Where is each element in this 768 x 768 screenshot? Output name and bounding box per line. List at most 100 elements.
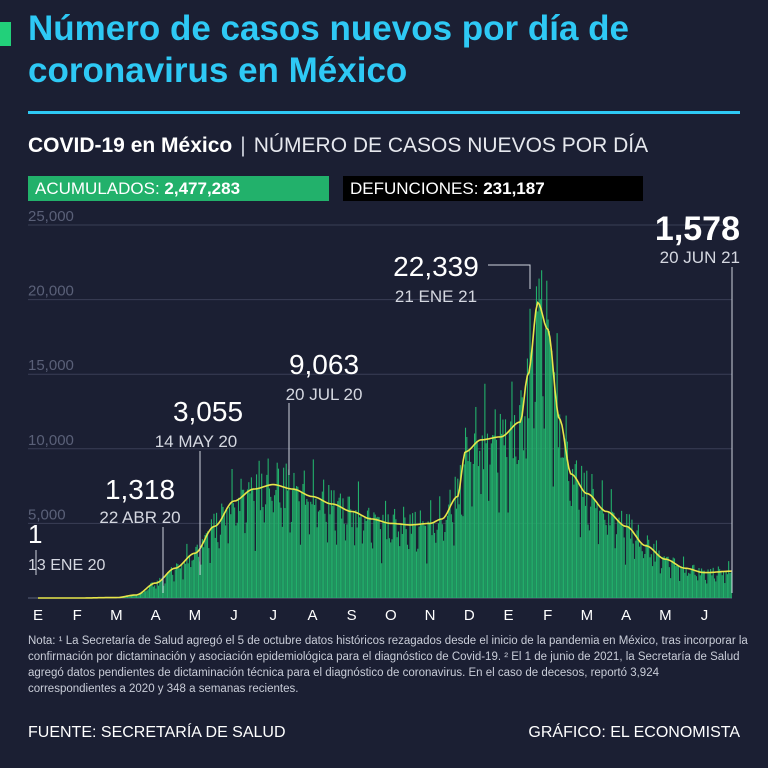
daily-bar (615, 534, 617, 598)
callout-date: 14 MAY 20 (155, 432, 238, 451)
daily-bar (591, 473, 593, 598)
daily-bar (626, 513, 628, 598)
daily-bar (476, 442, 478, 598)
daily-bar (363, 530, 365, 598)
callout-value: 22,339 (393, 251, 479, 282)
daily-bar (673, 558, 676, 598)
daily-bar (493, 435, 495, 598)
daily-bar (378, 517, 380, 598)
daily-bar (195, 546, 197, 598)
daily-bar (330, 490, 332, 598)
daily-bars (103, 270, 732, 598)
daily-bar (183, 562, 185, 598)
daily-bar (642, 558, 645, 598)
daily-bar (130, 595, 132, 598)
daily-bar (244, 533, 246, 598)
daily-bar (276, 462, 278, 598)
daily-bar (186, 543, 188, 598)
daily-bar (532, 340, 534, 598)
daily-bar (584, 505, 587, 598)
daily-bar (172, 574, 174, 598)
subtitle-bold: COVID-19 en México (28, 134, 233, 157)
daily-bar (192, 559, 194, 598)
daily-bar (325, 521, 327, 598)
daily-bar (428, 522, 430, 598)
daily-bar (151, 582, 153, 598)
x-tick-label: J (270, 607, 278, 624)
daily-bar (228, 507, 231, 598)
daily-bar (316, 527, 318, 598)
daily-bar (339, 493, 341, 598)
daily-bar (501, 433, 503, 598)
daily-bar (127, 596, 129, 598)
y-tick-label: 25,000 (28, 208, 74, 225)
x-tick-label: A (621, 607, 631, 624)
daily-bar (222, 506, 224, 598)
daily-bar (334, 530, 336, 598)
daily-bar (725, 571, 727, 598)
daily-bar (146, 590, 148, 598)
x-tick-label: F (543, 607, 552, 624)
daily-bar (348, 496, 350, 598)
daily-bar (417, 548, 419, 598)
daily-bar (240, 478, 242, 598)
peak-callouts: 1 13 ENE 20 1,318 22 ABR 20 3,055 14 MAY 20 9,… (28, 210, 740, 593)
daily-bar (596, 503, 598, 598)
daily-bar (364, 518, 366, 598)
daily-bar (216, 512, 218, 598)
daily-bar (556, 333, 558, 598)
defunciones-label: DEFUNCIONES: (350, 179, 479, 198)
daily-bar (390, 542, 392, 598)
daily-bar (237, 497, 240, 598)
daily-bar (483, 469, 485, 598)
daily-bar (408, 549, 410, 598)
daily-bar (177, 564, 179, 598)
daily-bar (658, 550, 660, 598)
daily-bar (214, 537, 216, 598)
daily-bar (404, 517, 406, 598)
daily-bar (521, 397, 523, 598)
x-tick-label: N (425, 607, 436, 624)
daily-bar (707, 569, 709, 598)
daily-bar (284, 508, 286, 598)
daily-bar (534, 401, 536, 598)
daily-bar (450, 514, 452, 598)
daily-bar (227, 543, 229, 598)
daily-bar (689, 573, 691, 598)
daily-bar (386, 539, 388, 598)
daily-bar (138, 594, 140, 598)
daily-bar (258, 460, 260, 598)
daily-bar (395, 519, 397, 598)
y-tick-label: 10,000 (28, 432, 74, 449)
daily-bar (355, 510, 357, 598)
daily-bar (570, 505, 572, 598)
daily-bar (396, 537, 398, 598)
daily-bar (346, 524, 348, 598)
daily-bar (197, 556, 200, 598)
daily-bar (661, 568, 663, 598)
daily-bar (490, 443, 492, 598)
daily-bar (133, 595, 135, 598)
daily-bar (729, 573, 731, 598)
daily-bar (667, 556, 669, 598)
daily-bar (458, 504, 460, 598)
daily-bar (426, 563, 428, 598)
daily-bar (721, 575, 723, 598)
daily-bar (410, 533, 412, 598)
y-tick-label: 5,000 (28, 506, 66, 523)
daily-bar (159, 577, 161, 598)
daily-bar (617, 520, 619, 598)
daily-bar (290, 521, 292, 598)
daily-bar (681, 568, 683, 598)
daily-bar (311, 504, 313, 598)
daily-bar (609, 525, 611, 598)
daily-bar (515, 456, 517, 598)
daily-bar (137, 596, 139, 598)
daily-bar (266, 474, 268, 598)
daily-bar (263, 522, 265, 598)
daily-bar (666, 556, 668, 598)
daily-bar (713, 578, 716, 598)
daily-bar (437, 523, 439, 598)
daily-bar (559, 414, 561, 598)
